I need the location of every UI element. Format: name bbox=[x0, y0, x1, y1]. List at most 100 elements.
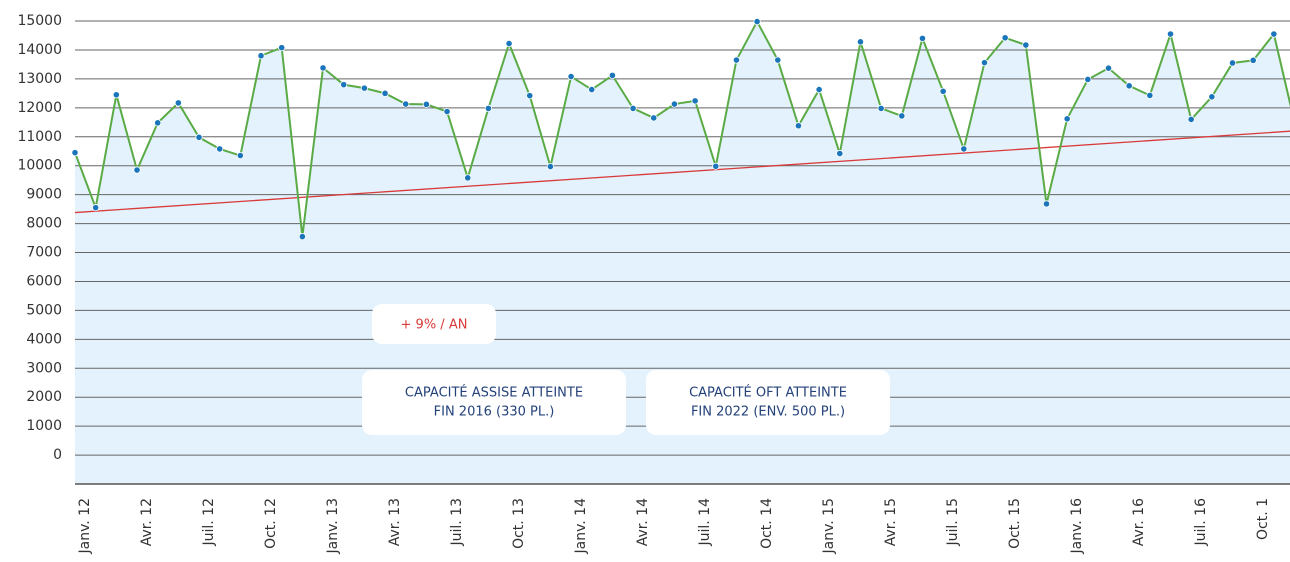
marker bbox=[1187, 115, 1195, 123]
marker bbox=[815, 85, 823, 94]
marker bbox=[1104, 64, 1113, 72]
marker bbox=[629, 104, 637, 112]
marker bbox=[505, 39, 513, 48]
marker bbox=[154, 119, 162, 127]
marker bbox=[1166, 30, 1175, 38]
marker bbox=[980, 59, 989, 67]
marker bbox=[298, 232, 306, 241]
marker bbox=[464, 174, 472, 182]
y-tick-label: 8000 bbox=[26, 216, 62, 232]
y-tick-label: 0 bbox=[53, 447, 62, 463]
marker bbox=[567, 72, 575, 81]
x-tick-label: Avr. 12 bbox=[139, 498, 155, 546]
marker bbox=[898, 112, 906, 120]
marker bbox=[257, 52, 265, 60]
y-tick-label: 13000 bbox=[17, 71, 62, 87]
marker bbox=[381, 89, 389, 97]
y-tick-label: 12000 bbox=[17, 100, 62, 116]
y-tick-label: 2000 bbox=[26, 389, 62, 405]
marker bbox=[402, 100, 410, 108]
marker bbox=[484, 104, 492, 112]
marker bbox=[1228, 59, 1237, 67]
marker bbox=[236, 151, 244, 160]
marker bbox=[732, 56, 741, 64]
x-tick-label: Janv. 16 bbox=[1069, 498, 1085, 555]
marker bbox=[278, 44, 286, 52]
annotation: CAPACITÉ OFT ATTEINTE bbox=[689, 385, 847, 401]
x-tick-label: Oct. 15 bbox=[1007, 498, 1023, 549]
y-tick-label: 3000 bbox=[26, 360, 62, 376]
y-tick-label: 11000 bbox=[17, 129, 62, 145]
marker bbox=[856, 38, 865, 46]
marker bbox=[216, 145, 224, 153]
marker bbox=[1146, 91, 1154, 99]
marker bbox=[1249, 56, 1257, 64]
x-tick-label: Janv. 15 bbox=[821, 498, 837, 555]
annotation: FIN 2016 (330 PL.) bbox=[434, 405, 555, 420]
x-tick-label: Juil. 12 bbox=[201, 498, 217, 547]
annotation-box bbox=[646, 370, 890, 435]
y-tick-label: 5000 bbox=[26, 302, 62, 318]
y-tick-label: 7000 bbox=[26, 245, 62, 261]
marker bbox=[71, 149, 79, 157]
marker bbox=[422, 100, 430, 108]
marker bbox=[774, 56, 782, 64]
marker bbox=[608, 71, 617, 80]
x-tick-label: Oct. 13 bbox=[511, 498, 527, 549]
x-tick-label: Avr. 14 bbox=[635, 498, 651, 546]
y-tick-label: 4000 bbox=[26, 331, 62, 347]
y-tick-label: 10000 bbox=[17, 158, 62, 174]
marker bbox=[92, 204, 100, 212]
marker bbox=[670, 100, 679, 108]
marker bbox=[1022, 41, 1030, 49]
trend-line bbox=[74, 130, 1290, 214]
marker bbox=[836, 149, 844, 158]
x-tick-label: Avr. 15 bbox=[883, 498, 899, 546]
marker bbox=[174, 99, 182, 107]
x-tick-label: Juil. 16 bbox=[1193, 498, 1209, 547]
annotation: + 9% / AN bbox=[401, 318, 468, 333]
marker bbox=[960, 145, 968, 153]
marker bbox=[526, 92, 534, 100]
marker bbox=[691, 97, 699, 105]
marker bbox=[650, 114, 658, 122]
x-tick-label: Oct. 14 bbox=[759, 498, 775, 549]
x-tick-label: Avr. 13 bbox=[387, 498, 403, 546]
x-tick-label: Oct. 12 bbox=[263, 498, 279, 549]
x-tick-label: Juil. 14 bbox=[697, 498, 713, 547]
marker bbox=[939, 87, 947, 95]
y-tick-label: 14000 bbox=[17, 42, 62, 58]
marker bbox=[112, 91, 120, 99]
marker bbox=[1084, 75, 1092, 84]
marker bbox=[195, 133, 203, 141]
x-tick-label: Janv. 12 bbox=[77, 498, 93, 555]
marker bbox=[712, 162, 720, 170]
x-tick-label: Juil. 15 bbox=[945, 498, 961, 547]
marker bbox=[1208, 93, 1216, 101]
marker bbox=[753, 17, 761, 26]
annotation-box bbox=[362, 370, 626, 435]
annotation-box bbox=[372, 304, 496, 344]
x-tick-label: Janv. 13 bbox=[325, 498, 341, 555]
marker bbox=[918, 34, 927, 42]
x-tick-label: Juil. 13 bbox=[449, 498, 465, 547]
marker bbox=[319, 64, 327, 72]
annotation: FIN 2022 (ENV. 500 PL.) bbox=[691, 405, 845, 420]
marker bbox=[1063, 115, 1071, 123]
y-tick-label: 1000 bbox=[26, 418, 62, 434]
marker bbox=[133, 166, 141, 174]
line bbox=[74, 19, 1290, 237]
marker bbox=[443, 107, 451, 116]
x-tick-label: Oct. 1 bbox=[1255, 498, 1271, 540]
marker bbox=[340, 81, 348, 89]
marker bbox=[877, 104, 885, 112]
marker bbox=[588, 85, 596, 94]
marker bbox=[1042, 200, 1051, 208]
marker bbox=[794, 122, 803, 130]
x-tick-label: Janv. 14 bbox=[573, 498, 589, 555]
y-tick-label: 15000 bbox=[17, 13, 62, 29]
marker bbox=[360, 84, 368, 92]
x-tick-label: Avr. 16 bbox=[1131, 498, 1147, 546]
y-tick-label: 9000 bbox=[26, 187, 62, 203]
